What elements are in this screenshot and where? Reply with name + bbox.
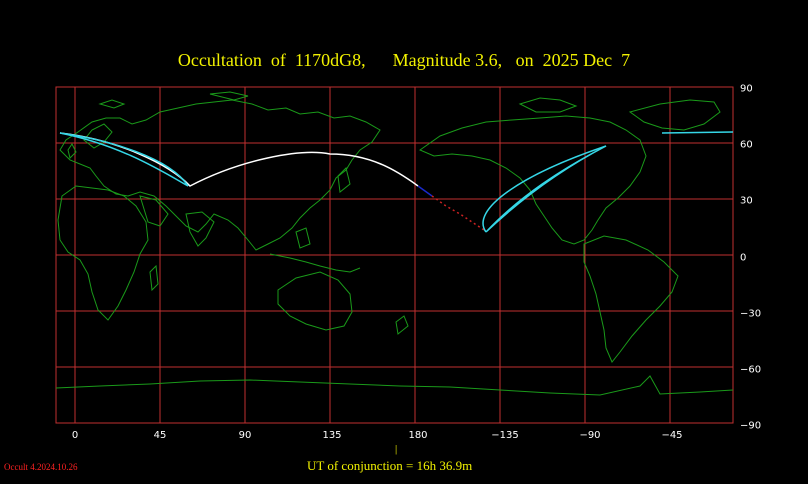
y-tick-label: 60 bbox=[740, 139, 753, 151]
coast-north-america bbox=[418, 115, 647, 245]
path-limit-east bbox=[661, 131, 734, 134]
y-tick-label: 30 bbox=[740, 195, 753, 207]
y-tick-label: −90 bbox=[740, 420, 762, 432]
map-grid bbox=[56, 87, 733, 423]
path-central-line-twilight bbox=[417, 185, 433, 197]
path-central-line-daylight bbox=[59, 132, 419, 187]
path-central-line-night bbox=[431, 195, 485, 231]
page-title: Occultation of 1170dG8, Magnitude 3.6, o… bbox=[177, 50, 631, 70]
coast-australia bbox=[277, 271, 353, 331]
coast-scandinavia bbox=[83, 123, 113, 149]
coast-africa bbox=[57, 185, 149, 321]
coast-india bbox=[185, 211, 215, 247]
coast-philippines bbox=[295, 227, 311, 249]
x-tick-label: 135 bbox=[322, 430, 342, 441]
coast-antarctica bbox=[55, 375, 734, 396]
x-tick-label: 45 bbox=[153, 430, 167, 441]
coast-greenland bbox=[628, 99, 721, 131]
coast-arctic-canada bbox=[518, 97, 578, 113]
path-limit-west bbox=[59, 132, 189, 187]
coast-new-zealand bbox=[395, 315, 409, 335]
coastlines bbox=[55, 91, 734, 396]
y-tick-label: 0 bbox=[740, 252, 747, 264]
y-tick-label: −30 bbox=[740, 308, 762, 320]
coast-severnaya bbox=[209, 91, 249, 101]
conjunction-time: UT of conjunction = 16h 36.9m bbox=[307, 458, 473, 473]
version-label: Occult 4.2024.10.26 bbox=[4, 462, 78, 472]
coast-britain bbox=[67, 143, 77, 159]
coast-south-america bbox=[583, 235, 679, 363]
y-tick-label: 90 bbox=[740, 83, 753, 95]
coast-arabia bbox=[139, 195, 169, 227]
x-tick-label: −90 bbox=[579, 430, 601, 441]
coast-eurasia bbox=[59, 99, 381, 251]
conjunction-marker: | bbox=[395, 443, 398, 455]
coast-svalbard bbox=[98, 99, 126, 109]
coast-japan bbox=[337, 167, 351, 193]
x-tick-label: −135 bbox=[491, 430, 519, 441]
x-tick-label: −45 bbox=[661, 430, 683, 441]
x-tick-label: 180 bbox=[408, 430, 428, 441]
x-tick-label: 0 bbox=[71, 430, 79, 441]
path-limit-america-outer bbox=[482, 145, 607, 233]
x-tick-label: 90 bbox=[238, 430, 252, 441]
coast-madagascar bbox=[149, 264, 159, 292]
coast-indonesia bbox=[269, 253, 361, 273]
occultation-path bbox=[59, 131, 734, 233]
y-tick-label: −60 bbox=[740, 364, 762, 376]
